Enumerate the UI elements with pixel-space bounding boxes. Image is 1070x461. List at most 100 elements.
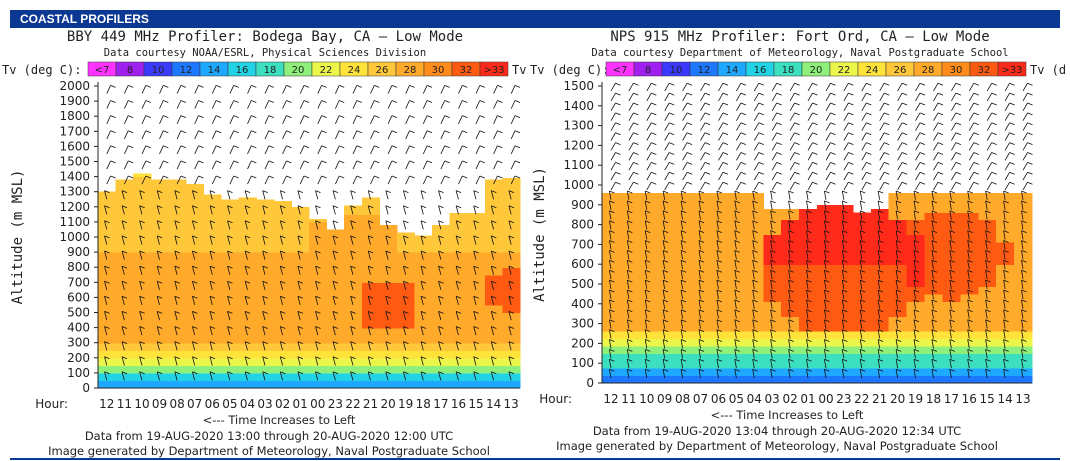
wind-barb-shaft xyxy=(192,265,196,275)
wind-barb-flag xyxy=(931,230,938,233)
heatmap-cell xyxy=(906,219,926,228)
wind-barb-shaft xyxy=(104,235,108,245)
wind-barb-shaft xyxy=(174,265,178,275)
wind-barb-flag xyxy=(268,100,274,103)
wind-barb-flag xyxy=(877,329,884,332)
wind-barb-shaft xyxy=(387,175,393,185)
heatmap-cell xyxy=(185,357,205,366)
wind-barb-shaft xyxy=(626,250,630,260)
wind-barb-shaft xyxy=(824,270,827,280)
wind-barb-shaft xyxy=(807,172,813,181)
heatmap-cell xyxy=(467,229,486,238)
wind-barb-shaft xyxy=(315,190,319,200)
wind-barb-flag xyxy=(455,311,462,314)
wind-barb-shaft xyxy=(420,311,424,321)
wind-barb-shaft xyxy=(843,112,849,121)
wind-barb-flag xyxy=(901,92,908,96)
wind-barb-shaft xyxy=(244,356,248,366)
wind-barb-flag xyxy=(722,122,729,126)
wind-barb-shaft xyxy=(244,311,248,321)
wind-barb-shaft xyxy=(473,250,477,260)
heatmap-cell xyxy=(150,237,169,246)
wind-barb-shaft xyxy=(985,250,988,260)
wind-barb-shaft xyxy=(420,371,424,381)
wind-barb-shaft xyxy=(174,190,178,200)
heatmap-cell xyxy=(168,312,187,321)
wind-barb-flag xyxy=(1021,368,1027,372)
wind-barb-flag xyxy=(227,295,233,299)
wind-barb-shaft xyxy=(736,82,742,92)
wind-barb-flag xyxy=(251,160,257,164)
wind-barb-flag xyxy=(830,132,836,136)
wind-barb-flag xyxy=(385,341,391,344)
wind-barb-shaft xyxy=(644,339,648,349)
wind-barb-shaft xyxy=(716,270,719,280)
wind-barb-shaft xyxy=(156,190,160,200)
wind-barb-flag xyxy=(303,100,310,103)
x-tick-label: 16 xyxy=(451,397,466,411)
wind-barb-flag xyxy=(734,279,740,283)
heatmap-cell xyxy=(691,308,711,317)
wind-barb-shaft xyxy=(897,102,903,111)
wind-barb-shaft xyxy=(297,281,301,291)
wind-barb-flag xyxy=(895,230,902,233)
scale-swatch-label: 26 xyxy=(376,65,389,76)
wind-barb-shaft xyxy=(609,190,612,200)
wind-barb-flag xyxy=(1003,230,1009,233)
wind-barb-flag xyxy=(139,341,145,344)
wind-barb-shaft xyxy=(1022,142,1028,151)
heatmap-cell xyxy=(98,289,117,298)
heatmap-cell xyxy=(781,293,800,302)
wind-barb-flag xyxy=(104,190,110,193)
wind-barb-flag xyxy=(104,341,110,344)
wind-barb-shaft xyxy=(752,329,755,339)
wind-barb-flag xyxy=(794,132,800,136)
heatmap-cell xyxy=(942,212,961,221)
wind-barb-flag xyxy=(812,112,818,116)
wind-barb-shaft xyxy=(770,250,773,260)
wind-barb-shaft xyxy=(244,326,248,336)
wind-barb-flag xyxy=(1027,132,1033,136)
heatmap-cell xyxy=(727,353,746,362)
wind-barb-flag xyxy=(895,200,902,204)
wind-barb-shaft xyxy=(825,112,831,121)
wind-barb-flag xyxy=(752,220,758,224)
wind-barb-flag xyxy=(104,280,110,284)
heatmap-cell xyxy=(727,249,746,258)
wind-barb-shaft xyxy=(174,356,178,366)
wind-barb-flag xyxy=(280,205,286,209)
heatmap-cell xyxy=(203,237,222,246)
wind-barb-flag xyxy=(262,356,268,360)
wind-barb-shaft xyxy=(718,92,724,102)
wind-barb-shaft xyxy=(664,132,670,141)
y-tick-label: 1400 xyxy=(563,99,594,113)
wind-barb-flag xyxy=(931,220,938,224)
wind-barb-flag xyxy=(438,311,444,314)
heatmap-cell xyxy=(602,331,621,339)
wind-barb-flag xyxy=(806,220,812,224)
wind-barb-flag xyxy=(901,171,908,175)
heatmap-cell xyxy=(673,338,693,347)
wind-barb-shaft xyxy=(403,235,407,245)
wind-barb-flag xyxy=(985,200,991,204)
heatmap-cell xyxy=(942,331,961,339)
wind-barb-flag xyxy=(680,279,687,283)
wind-barb-shaft xyxy=(752,299,755,309)
heatmap-cell xyxy=(709,271,728,280)
heatmap-cell xyxy=(309,259,328,268)
heatmap-cell xyxy=(309,252,328,261)
wind-barb-shaft xyxy=(350,371,354,381)
heatmap-cell xyxy=(414,380,433,389)
wind-barb-flag xyxy=(794,92,800,96)
wind-barb-shaft xyxy=(438,220,442,230)
wind-barb-shaft xyxy=(139,311,143,321)
heatmap-cell xyxy=(396,252,416,261)
wind-barb-shaft xyxy=(967,339,970,349)
wind-barb-flag xyxy=(444,160,450,164)
heatmap-cell xyxy=(203,350,222,359)
wind-barb-flag xyxy=(1003,358,1009,362)
wind-barb-flag xyxy=(698,358,705,362)
wind-barb-shaft xyxy=(949,230,952,240)
y-tick-label: 900 xyxy=(571,198,594,212)
wind-barb-shaft xyxy=(350,220,354,230)
